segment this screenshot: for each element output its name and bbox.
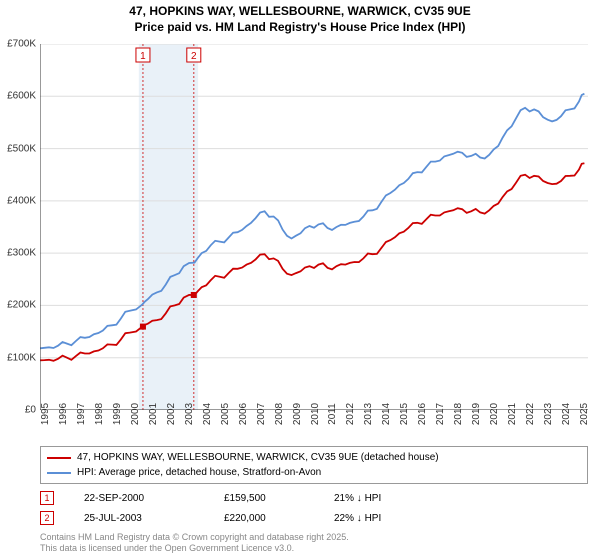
x-tick-label: 2003	[184, 403, 195, 425]
x-tick-label: 2024	[561, 403, 572, 425]
x-tick-label: 2020	[489, 403, 500, 425]
y-tick-label: £100K	[7, 352, 36, 363]
legend-box: 47, HOPKINS WAY, WELLESBOURNE, WARWICK, …	[40, 446, 588, 484]
x-tick-label: 2012	[345, 403, 356, 425]
x-tick-label: 2002	[166, 403, 177, 425]
marker-price: £220,000	[224, 513, 304, 524]
chart-container: 47, HOPKINS WAY, WELLESBOURNE, WARWICK, …	[0, 0, 600, 560]
legend-label: HPI: Average price, detached house, Stra…	[77, 465, 321, 480]
legend-swatch	[47, 472, 71, 474]
marker-note: 21% ↓ HPI	[334, 493, 381, 504]
x-tick-label: 2023	[543, 403, 554, 425]
x-tick-label: 2011	[327, 403, 338, 425]
legend-row: HPI: Average price, detached house, Stra…	[47, 465, 581, 480]
y-tick-label: £400K	[7, 195, 36, 206]
x-tick-label: 2022	[525, 403, 536, 425]
x-tick-label: 2009	[292, 403, 303, 425]
marker-number-box: 1	[40, 491, 54, 505]
x-tick-label: 2016	[417, 403, 428, 425]
x-tick-label: 2001	[148, 403, 159, 425]
x-tick-label: 2008	[274, 403, 285, 425]
marker-row: 2 25-JUL-2003 £220,000 22% ↓ HPI	[40, 508, 381, 528]
y-tick-label: £500K	[7, 143, 36, 154]
x-tick-label: 1995	[40, 403, 51, 425]
legend-swatch	[47, 457, 71, 459]
x-tick-label: 2025	[579, 403, 590, 425]
x-tick-label: 2017	[435, 403, 446, 425]
marker-date: 25-JUL-2003	[84, 513, 194, 524]
x-tick-label: 2006	[238, 403, 249, 425]
legend-label: 47, HOPKINS WAY, WELLESBOURNE, WARWICK, …	[77, 450, 439, 465]
y-tick-label: £200K	[7, 300, 36, 311]
y-tick-label: £700K	[7, 39, 36, 50]
x-tick-label: 2005	[220, 403, 231, 425]
marker-date: 22-SEP-2000	[84, 493, 194, 504]
chart-title: 47, HOPKINS WAY, WELLESBOURNE, WARWICK, …	[0, 0, 600, 35]
x-tick-label: 1999	[112, 403, 123, 425]
svg-text:2: 2	[191, 51, 197, 62]
y-tick-label: £300K	[7, 248, 36, 259]
x-tick-label: 2007	[256, 403, 267, 425]
title-line-1: 47, HOPKINS WAY, WELLESBOURNE, WARWICK, …	[0, 4, 600, 20]
x-tick-label: 2014	[381, 403, 392, 425]
x-tick-label: 2004	[202, 403, 213, 425]
marker-note: 22% ↓ HPI	[334, 513, 381, 524]
x-tick-label: 2015	[399, 403, 410, 425]
footer-line-2: This data is licensed under the Open Gov…	[40, 543, 349, 554]
plot-svg: 12	[40, 44, 588, 410]
y-tick-label: £0	[25, 405, 36, 416]
legend-row: 47, HOPKINS WAY, WELLESBOURNE, WARWICK, …	[47, 450, 581, 465]
x-tick-label: 2019	[471, 403, 482, 425]
x-tick-label: 1997	[76, 403, 87, 425]
marker-table: 1 22-SEP-2000 £159,500 21% ↓ HPI 2 25-JUL-200…	[40, 488, 381, 528]
x-tick-label: 2010	[310, 403, 321, 425]
x-tick-label: 2000	[130, 403, 141, 425]
footer-line-1: Contains HM Land Registry data © Crown c…	[40, 532, 349, 543]
chart-area: 12 £0£100K£200K£300K£400K£500K£600K£700K…	[40, 44, 588, 410]
svg-text:1: 1	[140, 51, 146, 62]
x-tick-label: 2013	[363, 403, 374, 425]
x-tick-label: 2021	[507, 403, 518, 425]
x-tick-label: 2018	[453, 403, 464, 425]
x-tick-label: 1996	[58, 403, 69, 425]
x-tick-label: 1998	[94, 403, 105, 425]
y-tick-label: £600K	[7, 91, 36, 102]
marker-number-box: 2	[40, 511, 54, 525]
footer-attribution: Contains HM Land Registry data © Crown c…	[40, 532, 349, 554]
marker-price: £159,500	[224, 493, 304, 504]
marker-row: 1 22-SEP-2000 £159,500 21% ↓ HPI	[40, 488, 381, 508]
title-line-2: Price paid vs. HM Land Registry's House …	[0, 20, 600, 36]
